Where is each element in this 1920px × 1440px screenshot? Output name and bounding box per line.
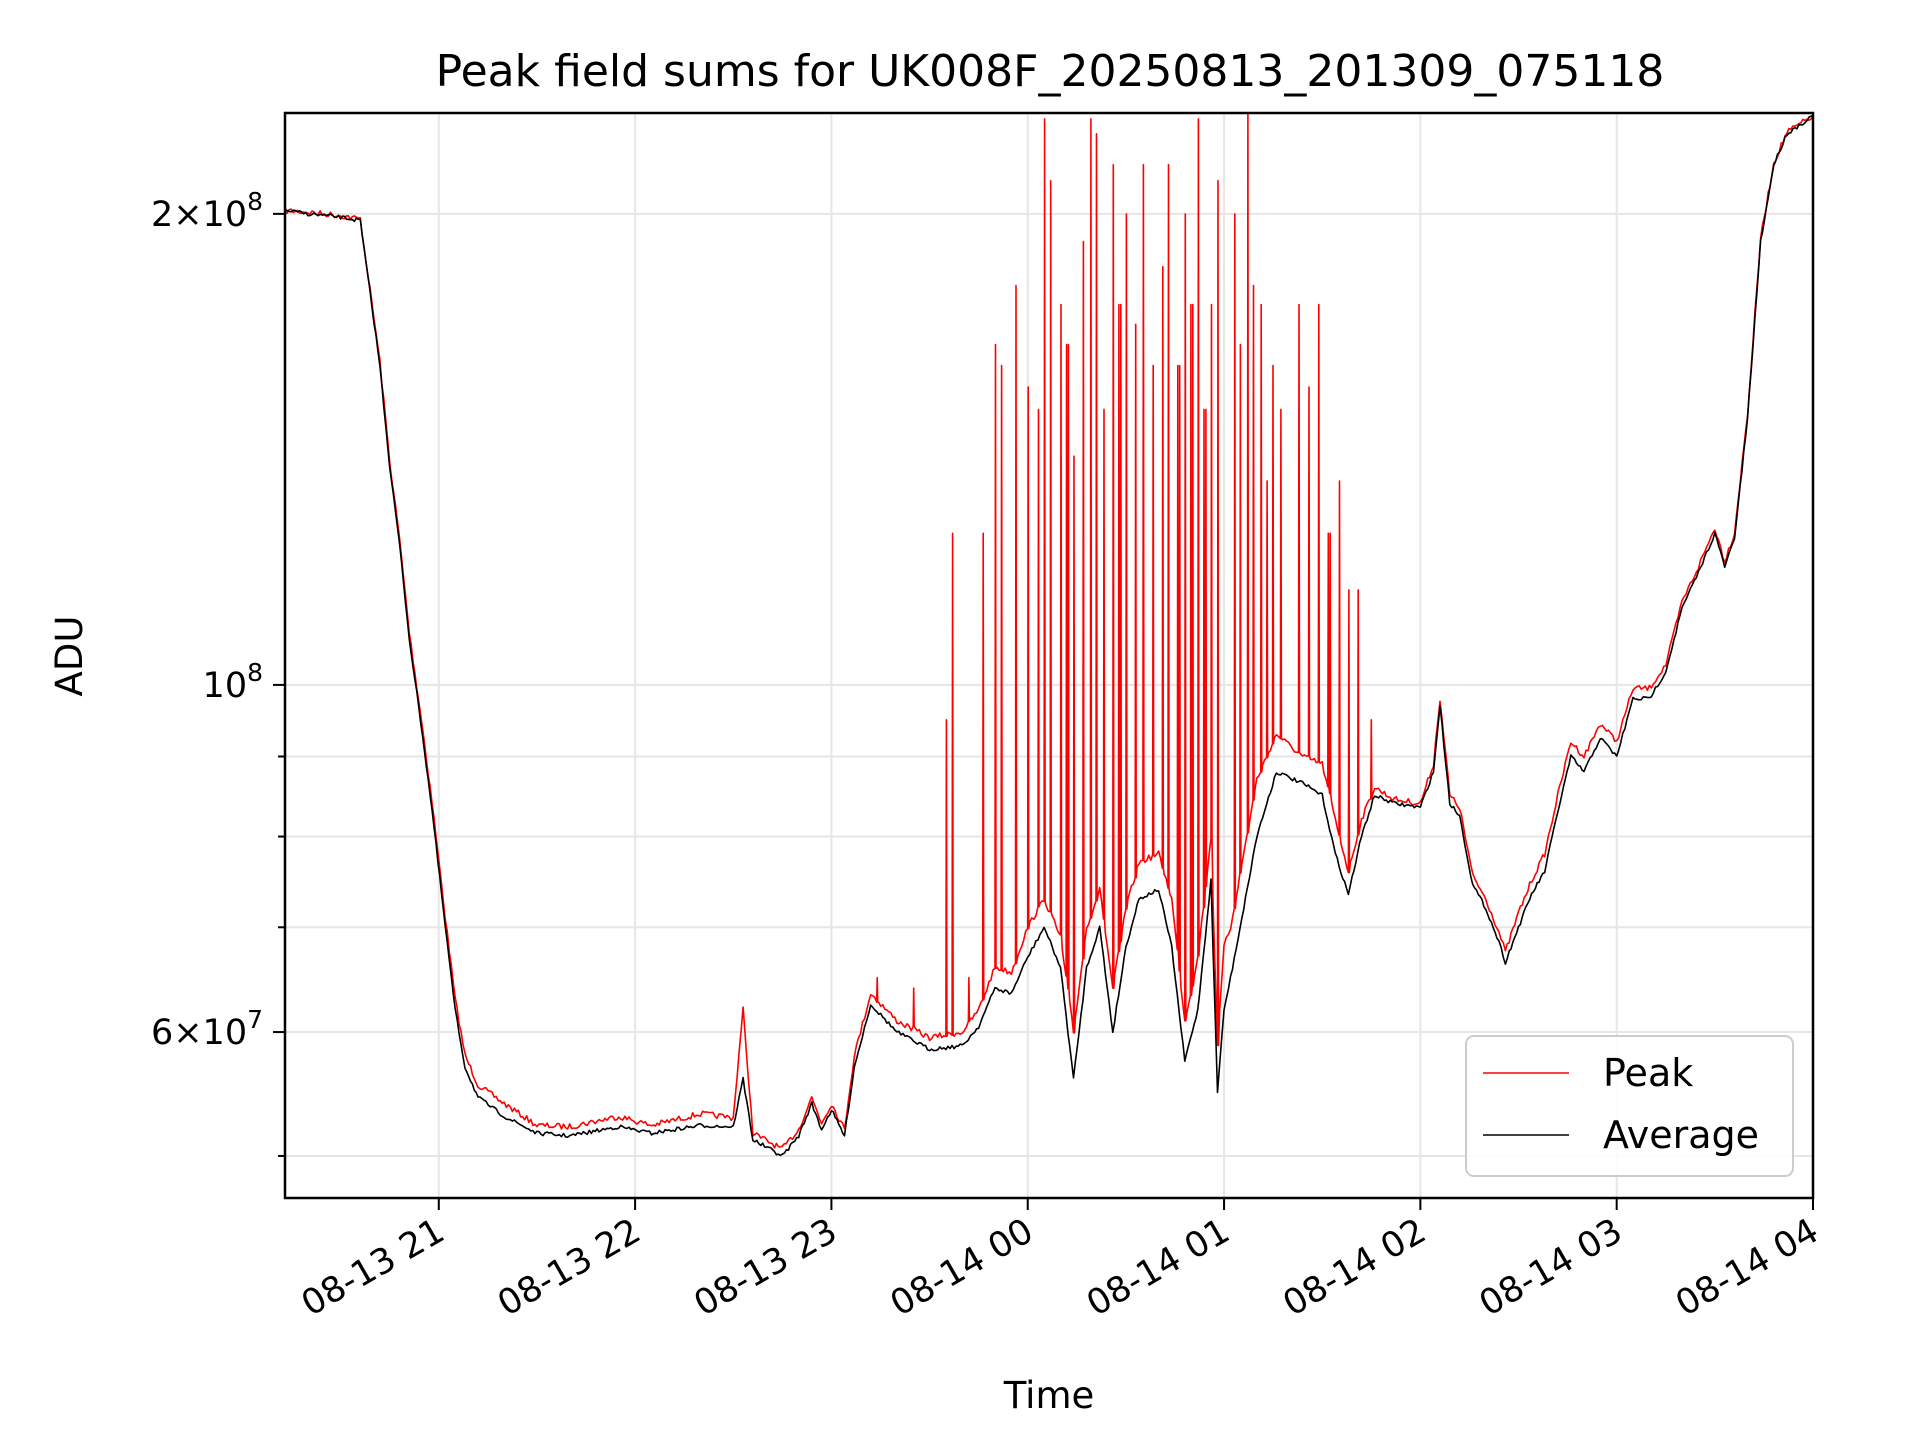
y-tick-exponent: 8 [247,658,263,687]
y-tick-label: 6×107 [151,1005,263,1053]
y-tick-exponent: 7 [247,1005,263,1034]
y-tick-mantissa: 2 [151,195,173,235]
x-axis-label: Time [1003,1374,1095,1417]
y-tick-times: ×10 [173,195,247,235]
y-tick-mantissa: 6 [151,1013,173,1053]
legend-box [1465,1035,1794,1177]
y-tick-times: ×10 [173,1013,247,1053]
legend-peak-label: Peak [1603,1051,1693,1095]
series-line-average [285,115,1813,1157]
grid-layer [285,113,1814,1198]
plot-frame [283,111,1815,1200]
y-tick-label: 108 [203,658,263,706]
y-tick-base: 10 [203,666,248,706]
legend-average-label: Average [1603,1113,1759,1157]
y-tick-label: 2×108 [151,187,263,235]
y-tick-exponent: 8 [247,187,263,216]
series-layer [285,113,1813,1157]
y-axis-label: ADU [48,616,91,697]
series-line-peak [285,113,1813,1149]
chart-title: Peak field sums for UK008F_20250813_2013… [436,46,1665,97]
legend: Peak Average [1465,1035,1794,1177]
